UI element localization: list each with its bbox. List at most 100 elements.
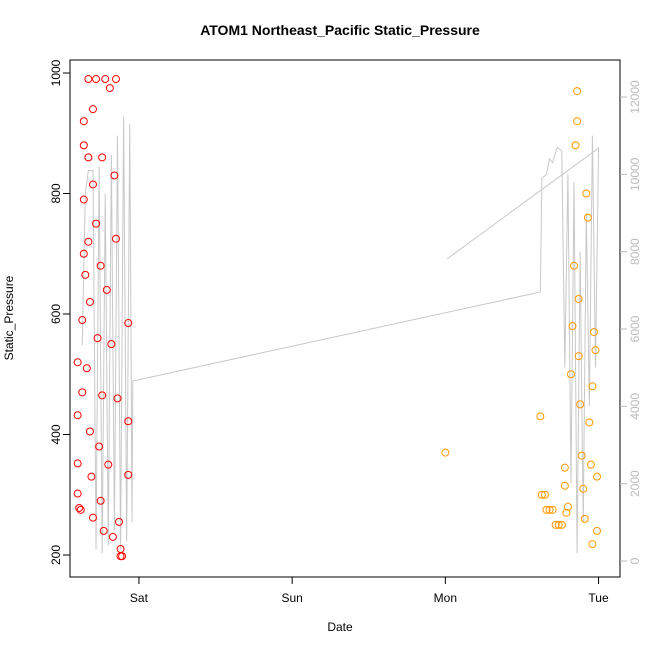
y2-tick-label: 6000 [628, 315, 642, 342]
point [73, 459, 82, 468]
point [562, 508, 571, 517]
point [568, 322, 577, 331]
y-axis-label: Static_Pressure [2, 275, 16, 360]
x-tick-label: Mon [434, 591, 457, 605]
point [551, 520, 560, 529]
point [85, 427, 94, 436]
point [73, 489, 82, 498]
x-tick-label: Sun [281, 591, 302, 605]
point [573, 117, 582, 126]
point [537, 490, 546, 499]
point [108, 532, 117, 541]
point [81, 270, 90, 279]
point [441, 448, 450, 457]
point [79, 141, 88, 150]
point [560, 481, 569, 490]
point [586, 460, 595, 469]
point [84, 75, 93, 84]
point [110, 171, 119, 180]
y-tick-label: 600 [49, 304, 63, 324]
point [574, 352, 583, 361]
y-tick-label: 1000 [49, 59, 63, 86]
point [88, 180, 97, 189]
point [73, 358, 82, 367]
point [536, 412, 545, 421]
point [566, 370, 575, 379]
point [88, 513, 97, 522]
point [107, 340, 116, 349]
line [446, 147, 599, 260]
point [576, 400, 585, 409]
point [554, 520, 563, 529]
point [79, 195, 88, 204]
point [101, 75, 110, 84]
x-axis-label: Date [327, 620, 353, 634]
point [548, 505, 557, 514]
point [105, 84, 114, 93]
point [593, 526, 602, 535]
point [111, 234, 120, 243]
point [95, 442, 104, 451]
point [588, 382, 597, 391]
line [81, 116, 600, 554]
point [85, 297, 94, 306]
point [82, 364, 91, 373]
point [574, 294, 583, 303]
point [111, 75, 120, 84]
point [560, 463, 569, 472]
point [589, 328, 598, 337]
point [98, 391, 107, 400]
chart-title: ATOM1 Northeast_Pacific Static_Pressure [200, 22, 480, 38]
point [96, 261, 105, 270]
y2-tick-label: 0 [628, 557, 642, 564]
point [92, 75, 101, 84]
point [591, 346, 600, 355]
point [102, 285, 111, 294]
y2-tick-label: 12000 [628, 80, 642, 114]
point [76, 505, 85, 514]
point [557, 520, 566, 529]
point [124, 417, 133, 426]
point [593, 472, 602, 481]
point [78, 388, 87, 397]
point [79, 117, 88, 126]
point [104, 460, 113, 469]
x-tick-label: Tue [588, 591, 609, 605]
point [113, 394, 122, 403]
point [585, 418, 594, 427]
point [73, 411, 82, 420]
point [96, 496, 105, 505]
point [92, 219, 101, 228]
point [582, 189, 591, 198]
point [79, 249, 88, 258]
y-tick-label: 400 [49, 424, 63, 444]
point [583, 213, 592, 222]
point [84, 153, 93, 162]
point [98, 153, 107, 162]
y2-tick-label: 10000 [628, 157, 642, 191]
point [78, 316, 87, 325]
y2-tick-label: 2000 [628, 470, 642, 497]
point [87, 472, 96, 481]
point [542, 505, 551, 514]
y2-tick-label: 8000 [628, 238, 642, 265]
point [573, 87, 582, 96]
point [588, 540, 597, 549]
plot-box [69, 59, 621, 578]
point [540, 490, 549, 499]
point [580, 514, 589, 523]
y2-tick-label: 4000 [628, 393, 642, 420]
y-tick-label: 800 [49, 183, 63, 203]
point [571, 141, 580, 150]
point [579, 484, 588, 493]
point [75, 504, 84, 513]
point [88, 105, 97, 114]
point [124, 470, 133, 479]
point [118, 552, 127, 561]
point [115, 517, 124, 526]
point [563, 502, 572, 511]
point [99, 526, 108, 535]
point [93, 334, 102, 343]
point [84, 237, 93, 246]
